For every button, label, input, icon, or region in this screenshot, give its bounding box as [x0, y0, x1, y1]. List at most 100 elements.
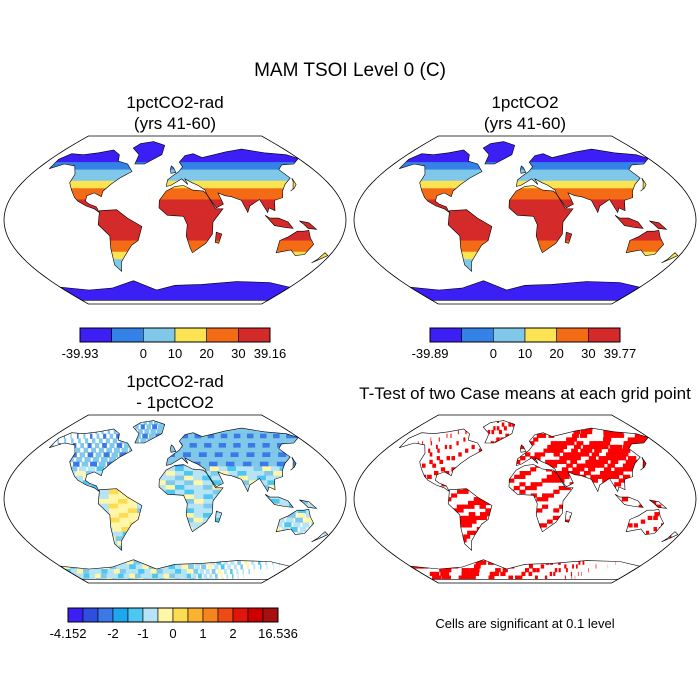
significant-cell — [566, 568, 568, 573]
coastline-japan — [290, 456, 297, 471]
coastline-uk — [170, 444, 177, 453]
field-band — [49, 192, 328, 197]
significant-cell — [564, 575, 566, 580]
significant-cell — [621, 497, 629, 502]
significant-cell — [536, 508, 543, 513]
colorbar-swatch — [82, 607, 99, 623]
significant-cell — [577, 452, 585, 457]
significant-cell — [625, 459, 634, 465]
significant-cell — [573, 429, 581, 435]
difference-cell — [193, 494, 204, 500]
significant-cell — [468, 575, 476, 580]
significant-cell — [451, 456, 456, 461]
difference-cell — [192, 471, 203, 477]
difference-cell — [203, 499, 214, 505]
significant-cell — [498, 429, 502, 435]
colorbar-label: 39.16 — [254, 346, 287, 361]
difference-cell — [214, 433, 224, 439]
field-band — [49, 158, 328, 163]
significant-cell — [519, 482, 526, 487]
difference-cell — [286, 433, 301, 439]
significant-cell — [438, 437, 440, 442]
difference-cell — [126, 559, 137, 565]
difference-cell — [169, 573, 176, 579]
coastline-newguinea — [649, 220, 668, 230]
significant-cell — [525, 452, 531, 457]
significant-cell — [595, 459, 603, 465]
map-outline — [3, 135, 347, 305]
difference-cell — [165, 489, 176, 495]
difference-cell — [184, 499, 195, 505]
significant-cell — [580, 429, 589, 435]
difference-cell — [122, 564, 133, 570]
coastline-africa — [508, 185, 574, 254]
difference-cell — [74, 475, 84, 481]
significant-cell — [628, 463, 636, 468]
difference-cell — [302, 522, 310, 528]
difference-cell — [202, 480, 213, 486]
significant-cell — [594, 448, 602, 453]
difference-cell — [201, 578, 205, 580]
significant-cell — [519, 474, 526, 479]
significant-cell — [562, 471, 570, 476]
significant-cell — [480, 512, 487, 517]
difference-cell — [193, 489, 204, 495]
difference-cell — [264, 471, 276, 477]
difference-cell — [82, 480, 92, 486]
difference-cell — [108, 489, 119, 495]
significant-cell — [552, 478, 559, 483]
significant-cell — [534, 456, 541, 461]
difference-cell — [225, 461, 237, 467]
difference-cell — [76, 471, 85, 477]
significant-cell — [597, 463, 605, 468]
significant-cell — [582, 444, 591, 450]
significant-cell — [479, 500, 486, 506]
colorbar-label: -39.89 — [412, 346, 449, 361]
difference-cell — [239, 480, 251, 486]
coastline-north_america — [48, 149, 133, 213]
significant-cell — [563, 452, 570, 457]
coastline-greenland — [132, 420, 166, 444]
field-band — [49, 218, 328, 223]
significant-cell — [430, 437, 432, 442]
significant-cell — [540, 564, 545, 569]
difference-cell — [193, 517, 203, 523]
significant-cell — [614, 482, 622, 487]
significant-cell — [564, 456, 571, 461]
significant-cell — [566, 463, 573, 468]
difference-cell — [203, 485, 214, 491]
difference-cell — [240, 433, 252, 439]
difference-cell — [267, 480, 279, 486]
difference-cell — [196, 578, 200, 580]
coastline-madagascar — [564, 231, 573, 244]
field-band — [399, 236, 678, 242]
difference-cell — [184, 494, 195, 500]
field-band — [49, 169, 328, 174]
difference-cell — [181, 438, 191, 444]
difference-cell — [295, 517, 303, 523]
significant-cell — [493, 571, 499, 577]
significant-cell — [462, 489, 469, 494]
significant-cell — [590, 459, 598, 465]
difference-cell — [236, 569, 239, 575]
difference-cell — [118, 499, 129, 505]
difference-cell — [118, 508, 129, 514]
significant-cell — [591, 463, 600, 468]
difference-cell — [271, 438, 285, 444]
coastline-indonesia — [264, 215, 294, 229]
difference-cell — [119, 452, 127, 458]
colorbar-label: 0 — [140, 346, 147, 361]
significant-cell — [582, 560, 585, 565]
field-band — [49, 188, 328, 193]
colorbar-label: 10 — [518, 346, 532, 361]
difference-cell — [207, 564, 213, 570]
difference-cell — [71, 438, 74, 444]
field-band — [399, 289, 678, 294]
difference-cell — [194, 564, 201, 570]
colorbar-swatch — [217, 607, 234, 623]
coastline-newzealand — [311, 252, 329, 264]
significant-cell — [417, 441, 419, 446]
significant-cell — [559, 441, 566, 446]
difference-cell — [258, 438, 271, 444]
difference-cell — [199, 457, 210, 463]
